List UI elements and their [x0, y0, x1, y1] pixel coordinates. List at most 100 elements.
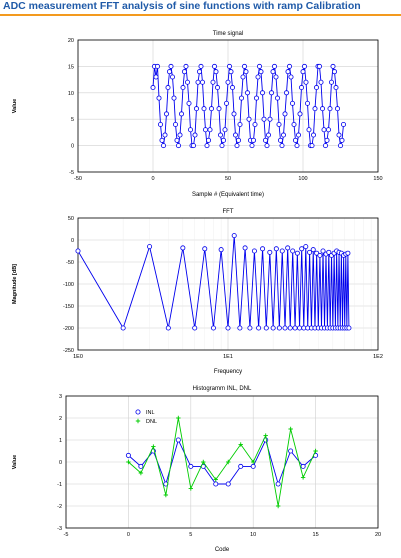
data-point	[240, 74, 246, 80]
data-point	[261, 116, 267, 122]
data-point	[325, 127, 331, 133]
data-point	[151, 444, 156, 449]
data-point	[300, 475, 306, 480]
data-point	[217, 132, 223, 138]
data-point	[294, 250, 300, 256]
data-point	[300, 69, 306, 75]
data-point	[273, 74, 279, 80]
data-point	[255, 74, 261, 80]
plot-frame	[77, 217, 379, 351]
data-point	[165, 325, 171, 331]
data-point	[339, 137, 345, 143]
series-line-dnl	[128, 417, 317, 507]
chart-title: Histogramm INL, DNL	[193, 386, 252, 392]
x-axis-label: Sample # (Equivalent time)	[192, 192, 264, 198]
data-point	[250, 137, 256, 143]
data-point	[288, 426, 293, 432]
y-tick-label: -50	[66, 260, 74, 266]
data-point	[244, 90, 250, 96]
data-point	[162, 132, 168, 138]
x-tick-label: 0	[151, 176, 154, 182]
data-point	[247, 325, 253, 331]
data-point	[195, 79, 201, 85]
data-point	[228, 69, 234, 75]
data-point	[291, 121, 297, 127]
x-tick-label: 150	[373, 176, 382, 182]
plot-frame	[77, 39, 379, 173]
data-point	[159, 137, 165, 143]
data-point	[165, 85, 171, 91]
data-point	[304, 100, 310, 106]
x-tick-label: 0	[127, 532, 130, 538]
y-tick-label: 1	[59, 438, 62, 444]
data-point	[238, 95, 244, 101]
data-point	[303, 79, 309, 85]
data-point	[303, 244, 309, 250]
data-point	[331, 69, 337, 75]
data-point	[259, 90, 265, 96]
data-point	[193, 106, 199, 112]
data-point	[211, 63, 217, 69]
y-tick-label: -3	[57, 526, 62, 532]
data-point	[225, 481, 231, 487]
data-point	[286, 63, 292, 69]
data-point	[282, 111, 288, 117]
data-point	[276, 325, 282, 331]
data-point	[258, 69, 264, 75]
data-point	[246, 116, 252, 122]
data-point	[265, 132, 271, 138]
y-tick-label: 3	[59, 394, 62, 400]
y-tick-label: 20	[68, 38, 74, 44]
data-point	[316, 63, 322, 69]
data-point	[214, 85, 220, 91]
data-point	[237, 121, 243, 127]
data-point	[205, 137, 211, 143]
x-tick-label: 100	[298, 176, 307, 182]
data-point	[333, 85, 339, 91]
y-tick-label: -100	[63, 282, 74, 288]
data-point	[75, 248, 81, 254]
data-point	[202, 246, 208, 252]
data-point	[279, 248, 285, 254]
x-tick-label: 20	[375, 532, 381, 538]
data-point	[292, 137, 298, 143]
data-point	[120, 325, 126, 331]
data-point	[298, 85, 304, 91]
data-point	[251, 248, 257, 254]
data-point	[312, 106, 318, 112]
data-point	[163, 111, 169, 117]
data-point	[125, 452, 131, 458]
data-point	[181, 69, 187, 75]
data-point	[210, 79, 216, 85]
data-point	[268, 90, 274, 96]
data-point	[290, 248, 296, 254]
data-point	[328, 79, 334, 85]
data-point	[202, 127, 208, 133]
x-tick-label: 50	[225, 176, 231, 182]
data-point	[188, 463, 194, 469]
data-point	[156, 95, 162, 101]
data-point	[274, 95, 280, 101]
y-axis-label: Magnitude [dB]	[12, 264, 18, 304]
data-point	[310, 247, 316, 253]
data-point	[174, 137, 180, 143]
data-point	[320, 248, 326, 254]
data-point	[273, 246, 279, 252]
data-point	[204, 143, 210, 149]
data-point	[177, 132, 183, 138]
y-tick-label: 0	[71, 238, 74, 244]
data-point	[223, 100, 229, 106]
y-tick-label: -150	[63, 304, 74, 310]
data-point	[327, 106, 333, 112]
data-point	[271, 63, 277, 69]
data-point	[337, 143, 343, 149]
y-axis-label: Value	[12, 455, 18, 469]
data-point	[183, 63, 189, 69]
data-point	[242, 245, 248, 251]
x-tick-label: 5	[189, 532, 192, 538]
series-line-1	[77, 235, 350, 330]
data-point	[166, 69, 172, 75]
data-point	[175, 143, 181, 149]
data-point	[330, 63, 336, 69]
data-point	[172, 121, 178, 127]
